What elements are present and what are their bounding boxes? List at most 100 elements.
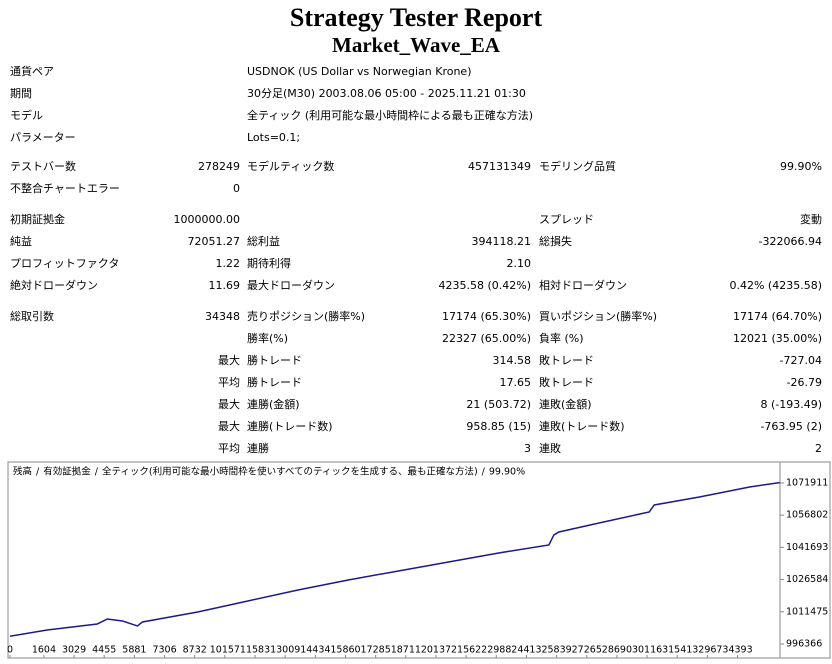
stat-value: 394118.21 — [472, 235, 532, 248]
stat-value: 4235.58 (0.42%) — [438, 279, 531, 292]
y-tick-label: 1071911 — [786, 477, 828, 488]
info-value: 30分足(M30) 2003.08.06 05:00 - 2025.11.21 … — [247, 87, 526, 100]
info-label: 通貨ペア — [10, 64, 54, 78]
x-tick-label: 27265 — [572, 645, 602, 656]
x-tick-label: 13009 — [270, 645, 300, 656]
stat-value: 2 — [815, 442, 822, 455]
stat-value: 314.58 — [493, 354, 532, 367]
x-tick-label: 14434 — [300, 645, 330, 656]
stat-label: 勝トレード — [247, 353, 302, 367]
stat-label: 勝率(%) — [247, 331, 288, 345]
x-tick-label: 31541 — [662, 645, 692, 656]
stat-label: 売りポジション(勝率%) — [247, 309, 365, 323]
x-tick-label: 28690 — [602, 645, 632, 656]
stat-value: 1000000.00 — [174, 213, 240, 226]
stat-value: 最大 — [218, 353, 240, 367]
stat-label: 連敗 — [539, 441, 561, 455]
stat-value: 99.90% — [780, 160, 822, 173]
stat-label: 敗トレード — [539, 375, 594, 389]
y-tick-label: 1041693 — [786, 542, 828, 553]
info-label: パラメーター — [10, 131, 76, 144]
y-tick-label: 1011475 — [786, 606, 828, 617]
x-tick-label: 25839 — [541, 645, 571, 656]
report-title: Strategy Tester Report — [290, 3, 543, 32]
x-tick-label: 5881 — [122, 645, 146, 656]
stat-label: 連敗(トレード数) — [539, 419, 625, 433]
x-tick-label: 3029 — [62, 645, 86, 656]
x-tick-label: 20137 — [421, 645, 451, 656]
stat-value: 958.85 (15) — [466, 420, 531, 433]
stat-value: 平均 — [218, 376, 240, 389]
stat-value: 12021 (35.00%) — [733, 332, 822, 345]
stat-label: 絶対ドローダウン — [10, 278, 98, 292]
report-subtitle: Market_Wave_EA — [332, 33, 501, 57]
stat-label: 連勝(トレード数) — [247, 419, 333, 433]
stat-label: 期待利得 — [247, 256, 291, 270]
stat-value: 8 (-193.49) — [760, 398, 822, 411]
info-label: モデル — [10, 108, 43, 122]
legend-quality: 99.90% — [489, 467, 525, 478]
legend-balance: 残高 — [13, 466, 32, 478]
x-tick-label: 4455 — [92, 645, 116, 656]
stat-value: 0.42% (4235.58) — [729, 279, 822, 292]
x-tick-label: 22988 — [481, 645, 511, 656]
stat-label: 不整合チャートエラー — [10, 181, 120, 195]
stat-label: 買いポジション(勝率%) — [539, 309, 657, 323]
stat-label: 勝トレード — [247, 375, 302, 389]
x-tick-label: 1604 — [32, 645, 56, 656]
stat-value: -727.04 — [780, 354, 822, 367]
stat-value: 17.65 — [500, 376, 532, 389]
stat-value: 変動 — [800, 212, 822, 226]
stat-label: 敗トレード — [539, 353, 594, 367]
stat-value: 最大 — [218, 419, 240, 433]
stat-label: テストバー数 — [10, 160, 76, 173]
stat-value: 最大 — [218, 397, 240, 411]
x-tick-label: 8732 — [183, 645, 207, 656]
x-tick-label: 30116 — [632, 645, 662, 656]
x-tick-label: 15860 — [330, 645, 360, 656]
stat-value: 457131349 — [468, 160, 531, 173]
stat-label: プロフィットファクタ — [10, 257, 119, 270]
y-tick-label: 1026584 — [786, 574, 828, 585]
legend-separator: / — [36, 467, 40, 478]
x-tick-label: 21562 — [451, 645, 481, 656]
stat-value: 21 (503.72) — [466, 398, 531, 411]
stat-label: モデルティック数 — [247, 159, 334, 173]
stat-label: 総損失 — [539, 234, 572, 248]
stat-value: 17174 (64.70%) — [733, 310, 822, 323]
stat-value: 平均 — [218, 442, 240, 455]
stat-value: 3 — [524, 442, 531, 455]
chart-frame — [7, 461, 831, 659]
info-value: Lots=0.1; — [247, 131, 300, 144]
x-tick-label: 7306 — [152, 645, 176, 656]
legend-separator: / — [95, 467, 99, 478]
stat-value: 22327 (65.00%) — [442, 332, 531, 345]
y-tick-label: 1056802 — [786, 510, 828, 521]
stat-label: モデリング品質 — [539, 159, 616, 173]
legend-equity: 有効証拠金 — [43, 466, 91, 478]
stat-value: 278249 — [198, 160, 240, 173]
stat-label: 純益 — [10, 234, 32, 248]
stat-label: 連勝 — [247, 441, 269, 455]
stat-value: -322066.94 — [759, 235, 822, 248]
info-label: 期間 — [10, 87, 32, 100]
stat-label: 総取引数 — [10, 309, 54, 323]
info-value: USDNOK (US Dollar vs Norwegian Krone) — [247, 65, 471, 78]
stat-value: 0 — [233, 182, 240, 195]
stat-value: 17174 (65.30%) — [442, 310, 531, 323]
stat-label: 総利益 — [247, 234, 280, 248]
stat-value: 34348 — [205, 310, 240, 323]
stat-label: スプレッド — [539, 213, 594, 226]
stat-value: -26.79 — [787, 376, 822, 389]
stat-label: 連敗(金額) — [539, 397, 592, 411]
stat-value: 2.10 — [507, 257, 532, 270]
stat-value: 11.69 — [209, 279, 241, 292]
x-tick-label: 10157 — [210, 645, 240, 656]
info-value: 全ティック (利用可能な最小時間枠による最も正確な方法) — [247, 108, 533, 122]
stat-label: 相対ドローダウン — [539, 278, 627, 292]
stat-label: 最大ドローダウン — [247, 278, 335, 292]
stat-label: 初期証拠金 — [10, 212, 65, 226]
stat-value: 72051.27 — [188, 235, 241, 248]
